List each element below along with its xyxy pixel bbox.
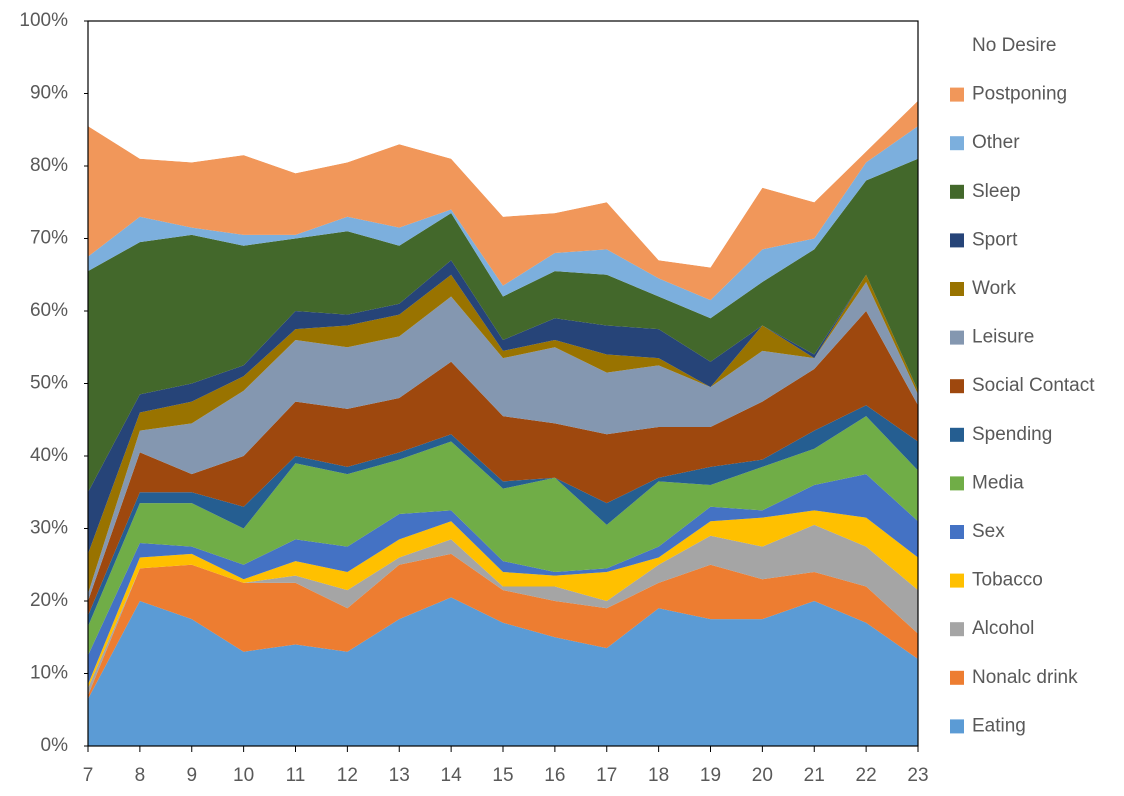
area (88, 524, 918, 696)
x-tick-label: 14 (441, 765, 463, 786)
area (88, 597, 918, 746)
area (88, 416, 918, 656)
legend-swatch (950, 622, 964, 637)
x-tick-label: 21 (804, 765, 825, 786)
legend-swatch (950, 379, 964, 394)
legend-label: Sport (972, 229, 1018, 250)
legend-swatch (950, 282, 964, 296)
legend-label: Social Contact (972, 375, 1095, 396)
x-tick-label: 22 (856, 765, 877, 786)
y-tick-label: 0% (41, 735, 69, 756)
legend-label: No Desire (972, 35, 1056, 56)
legend-swatch (950, 719, 964, 734)
area (88, 158, 918, 493)
y-tick-label: 90% (30, 83, 68, 104)
area (88, 474, 918, 685)
x-tick-label: 16 (544, 765, 565, 786)
y-tick-label: 70% (30, 228, 68, 249)
x-tick-label: 11 (286, 765, 306, 786)
legend-label: Eating (972, 715, 1026, 736)
x-tick-label: 8 (135, 765, 146, 786)
area (88, 510, 918, 688)
area (88, 311, 918, 616)
x-tick-label: 23 (907, 765, 928, 786)
legend-swatch (950, 427, 964, 442)
y-tick-label: 80% (30, 155, 68, 176)
x-tick-label: 17 (596, 765, 617, 786)
legend-label: Media (972, 472, 1024, 493)
legend-swatch (950, 330, 964, 345)
x-tick-label: 18 (648, 765, 669, 786)
legend-swatch (950, 136, 964, 151)
y-tick-label: 100% (19, 10, 68, 31)
legend-swatch (950, 573, 964, 588)
area (88, 282, 918, 601)
x-tick-label: 7 (83, 765, 94, 786)
x-tick-label: 15 (492, 765, 513, 786)
legend-label: Sex (972, 521, 1005, 542)
legend-label: Leisure (972, 327, 1034, 348)
legend-swatch (950, 670, 964, 685)
legend-swatch (950, 184, 964, 199)
legend-label: Tobacco (972, 570, 1043, 591)
legend-label: Work (972, 278, 1016, 299)
x-tick-label: 19 (700, 765, 721, 786)
legend-swatch (950, 233, 964, 248)
legend-label: Spending (972, 424, 1052, 445)
x-tick-label: 9 (186, 765, 197, 786)
y-tick-label: 10% (30, 663, 68, 684)
x-tick-label: 20 (752, 765, 773, 786)
legend-label: Other (972, 132, 1020, 153)
legend-swatch (950, 476, 964, 491)
x-tick-label: 13 (389, 765, 410, 786)
area (88, 405, 918, 627)
legend-swatch (950, 87, 964, 102)
legend-label: Nonalc drink (972, 667, 1078, 688)
legend-label: Postponing (972, 84, 1067, 105)
legend-swatch (950, 525, 964, 539)
legend-swatch (950, 39, 964, 53)
x-tick-label: 10 (233, 765, 254, 786)
y-tick-label: 40% (30, 445, 68, 466)
area (88, 553, 918, 699)
area (88, 21, 918, 268)
area (88, 100, 918, 301)
y-tick-label: 50% (30, 373, 68, 394)
y-tick-label: 60% (30, 300, 68, 321)
legend-label: Alcohol (972, 618, 1034, 639)
legend-label: Sleep (972, 181, 1021, 202)
y-tick-label: 30% (30, 518, 68, 539)
x-tick-label: 12 (337, 765, 358, 786)
y-tick-label: 20% (30, 590, 68, 611)
